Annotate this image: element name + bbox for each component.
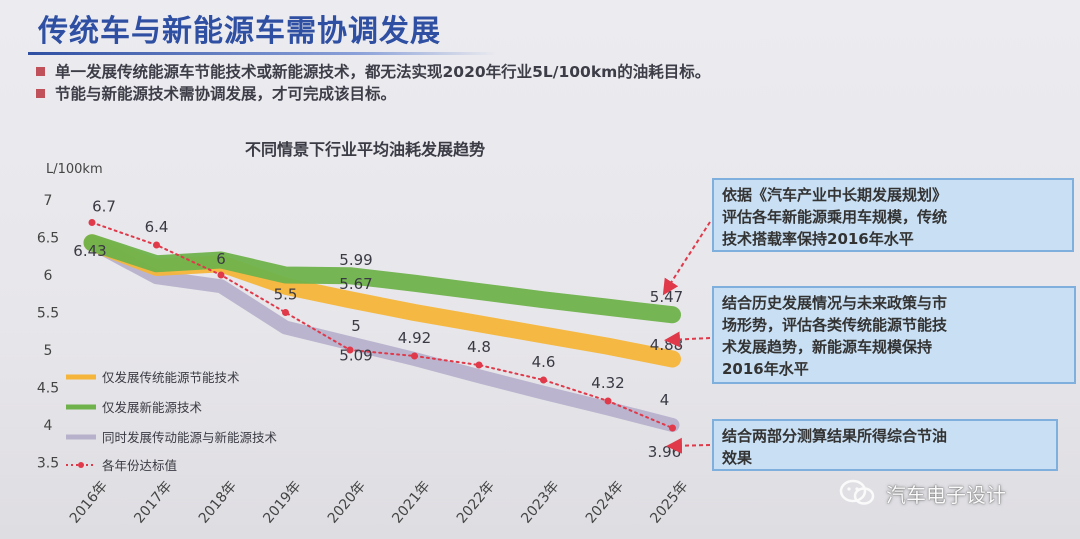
callout-arrow	[662, 221, 711, 296]
watermark-text: 汽车电子设计	[886, 482, 1006, 507]
y-axis-label: L/100km	[46, 162, 103, 177]
data-label: 5.5	[274, 286, 298, 304]
legend-marker	[78, 462, 84, 468]
x-tick-label: 2023年	[518, 478, 562, 526]
callout-box-2: 结合历史发展情况与未来政策与市 场形势，评估各类传统能源节能技 术发展趋势，新能…	[712, 286, 1076, 384]
x-tick-label: 2024年	[583, 478, 627, 526]
x-tick-label: 2021年	[389, 478, 433, 526]
callout-box-1: 依据《汽车产业中长期发展规划》 评估各年新能源乘用车规模，传统 技术搭载率保持2…	[712, 178, 1074, 252]
target-point	[346, 346, 354, 354]
data-label: 5.09	[339, 346, 372, 364]
y-tick-label: 5.5	[37, 306, 59, 322]
title-underline	[28, 52, 498, 55]
x-tick-label: 2020年	[325, 478, 369, 526]
x-tick-label: 2022年	[454, 478, 498, 526]
bullet-item-1: 单一发展传统能源车节能技术或新能源技术，都无法实现2020年行业5L/100km…	[36, 60, 710, 82]
target-point	[604, 397, 612, 405]
data-label: 6	[216, 250, 226, 268]
x-tick-label: 2018年	[196, 478, 240, 526]
data-label: 4.8	[467, 338, 491, 356]
bullet-item-2: 节能与新能源技术需协调发展，才可完成该目标。	[36, 82, 710, 104]
target-point	[217, 271, 225, 279]
bullet-list: 单一发展传统能源车节能技术或新能源技术，都无法实现2020年行业5L/100km…	[36, 60, 710, 104]
data-label: 4	[660, 391, 670, 409]
data-label: 6.4	[145, 218, 169, 236]
y-tick-label: 7	[44, 193, 53, 209]
x-tick-label: 2016年	[67, 478, 111, 526]
bullet-square-icon	[36, 88, 45, 98]
data-label: 4.92	[398, 329, 431, 347]
target-point	[540, 376, 547, 384]
target-point	[411, 352, 418, 360]
x-tick-label: 2019年	[260, 478, 304, 526]
legend-label: 仅发展传统能源节能技术	[102, 370, 240, 385]
y-tick-label: 5	[44, 343, 53, 359]
target-point	[669, 424, 676, 432]
bullet-text: 单一发展传统能源车节能技术或新能源技术，都无法实现2020年行业5L/100km…	[55, 63, 711, 81]
data-label: 5.99	[339, 251, 372, 269]
series-line-target	[91, 221, 674, 429]
legend-label: 各年份达标值	[102, 458, 177, 473]
slide-title: 传统车与新能源车需协调发展	[38, 14, 441, 49]
series-line-combined	[85, 235, 680, 432]
data-label: 3.96	[648, 443, 681, 461]
bullet-text: 节能与新能源技术需协调发展，才可完成该目标。	[55, 85, 397, 103]
data-label: 4.32	[591, 374, 624, 392]
data-label: 5.67	[339, 275, 372, 293]
wechat-icon	[838, 478, 876, 508]
data-label: 5	[351, 317, 361, 335]
target-point	[282, 309, 289, 316]
data-label: 4.6	[532, 353, 556, 371]
callout-arrow	[664, 331, 711, 348]
y-tick-label: 4.5	[37, 381, 59, 397]
target-point	[88, 219, 96, 226]
target-point	[475, 361, 483, 369]
x-tick-label: 2017年	[131, 478, 175, 526]
bullet-square-icon	[36, 66, 45, 76]
chart-title: 不同情景下行业平均油耗发展趋势	[245, 140, 486, 159]
data-label: 5.47	[650, 288, 683, 306]
data-label: 6.43	[73, 242, 106, 260]
callout-box-3: 结合两部分测算结果所得综合节油 效果	[712, 419, 1058, 471]
y-tick-label: 6.5	[37, 231, 59, 247]
series-line-new-energy	[83, 234, 681, 324]
data-label: 6.7	[92, 198, 116, 216]
y-tick-label: 6	[44, 268, 53, 284]
target-point	[153, 241, 160, 249]
legend-label: 仅发展新能源技术	[102, 400, 203, 415]
y-tick-label: 4	[44, 418, 53, 434]
x-tick-label: 2025年	[647, 478, 691, 526]
watermark: 汽车电子设计	[838, 478, 1006, 508]
y-tick-label: 3.5	[37, 456, 59, 472]
legend-label: 同时发展传动能源与新能源技术	[102, 430, 278, 445]
